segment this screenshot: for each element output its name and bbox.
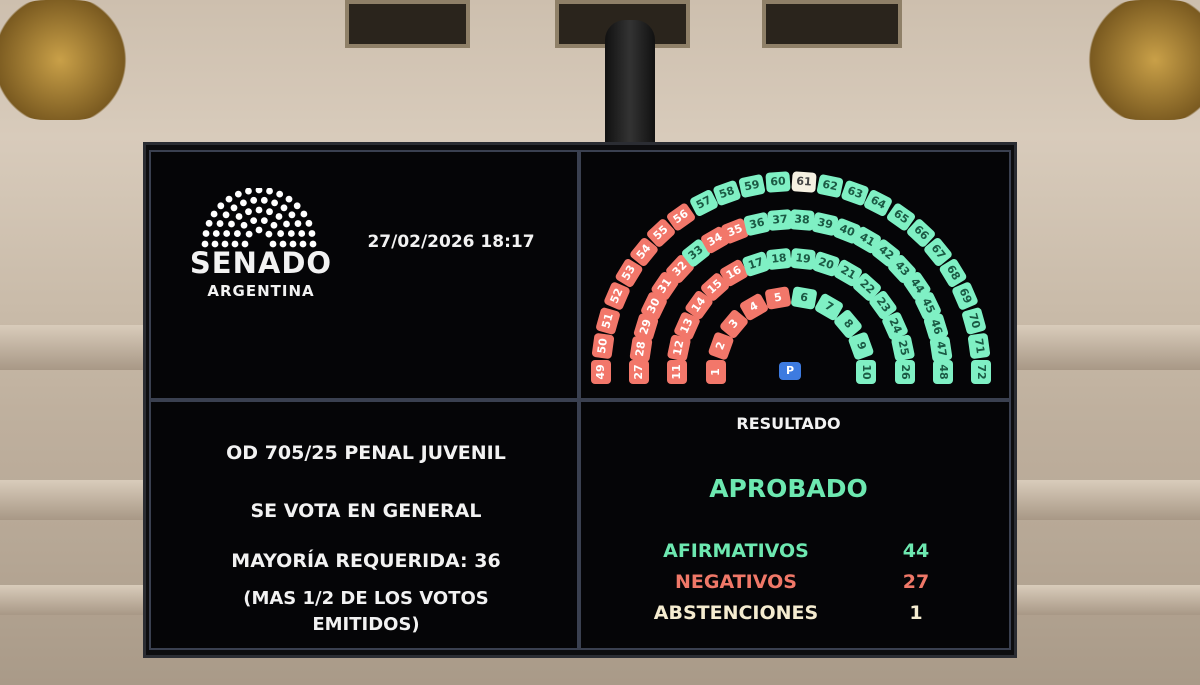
logo-title: SENADO (189, 246, 333, 280)
seat-69: 69 (951, 281, 980, 312)
seat-70: 70 (961, 306, 987, 335)
logo-subtitle: ARGENTINA (207, 282, 315, 300)
seat-9: 9 (847, 331, 875, 362)
seat-1: 1 (706, 360, 726, 384)
cable-bundle (605, 20, 655, 145)
motion-panel: OD 705/25 PENAL JUVENIL SE VOTA EN GENER… (149, 400, 579, 650)
gilded-ornament (0, 0, 130, 120)
gilded-ornament (1085, 0, 1200, 120)
result-heading: RESULTADO (736, 414, 841, 433)
window (762, 0, 902, 48)
seat-59: 59 (738, 173, 767, 199)
seat-11: 11 (667, 360, 687, 384)
datetime: 27/02/2026 18:17 (367, 232, 535, 252)
result-outcome: APROBADO (709, 474, 868, 503)
tally-label: ABSTENCIONES (653, 602, 819, 624)
seat-72: 72 (971, 360, 991, 384)
seat-5: 5 (764, 286, 792, 311)
tally-value: 27 (902, 571, 930, 593)
senate-logo-icon (201, 188, 317, 248)
motion-title: OD 705/25 PENAL JUVENIL (226, 442, 506, 464)
president-seat: P (779, 362, 801, 380)
seat-58: 58 (712, 179, 743, 207)
seat-6: 6 (790, 286, 818, 311)
seat-50: 50 (591, 332, 615, 360)
seat-49: 49 (591, 360, 611, 384)
seat-61: 61 (791, 171, 817, 194)
tally-value: 1 (909, 602, 923, 624)
majority-note: EMITIDOS) (312, 614, 420, 635)
seat-18: 18 (766, 247, 793, 270)
vote-type: SE VOTA EN GENERAL (250, 500, 482, 522)
tally-value: 44 (902, 540, 930, 562)
window (345, 0, 470, 48)
seat-37: 37 (766, 209, 793, 232)
seat-47: 47 (929, 335, 953, 363)
seat-10: 10 (856, 360, 876, 384)
majority-note: (MAS 1/2 DE LOS VOTOS (243, 588, 489, 609)
chamber-panel: 1 2 3 4 5 6 7 8 9 10 11 12 13 14 15 16 17 18 19 20 21 22 23 24 2… (579, 150, 1011, 400)
header-panel: SENADO ARGENTINA 27/02/2026 18:17 (149, 150, 579, 400)
seat-60: 60 (765, 171, 791, 194)
seat-48: 48 (933, 360, 953, 384)
seat-27: 27 (629, 360, 649, 384)
seat-51: 51 (595, 306, 621, 335)
majority-required: MAYORÍA REQUERIDA: 36 (231, 550, 501, 572)
tally-label: NEGATIVOS (675, 571, 797, 593)
seat-25: 25 (890, 334, 915, 363)
seat-71: 71 (967, 332, 991, 360)
seat-26: 26 (895, 360, 915, 384)
tally-label: AFIRMATIVOS (663, 540, 809, 562)
seat-62: 62 (815, 173, 844, 199)
result-panel: RESULTADO APROBADO AFIRMATIVOS 44 NEGATIVO… (579, 400, 1011, 650)
